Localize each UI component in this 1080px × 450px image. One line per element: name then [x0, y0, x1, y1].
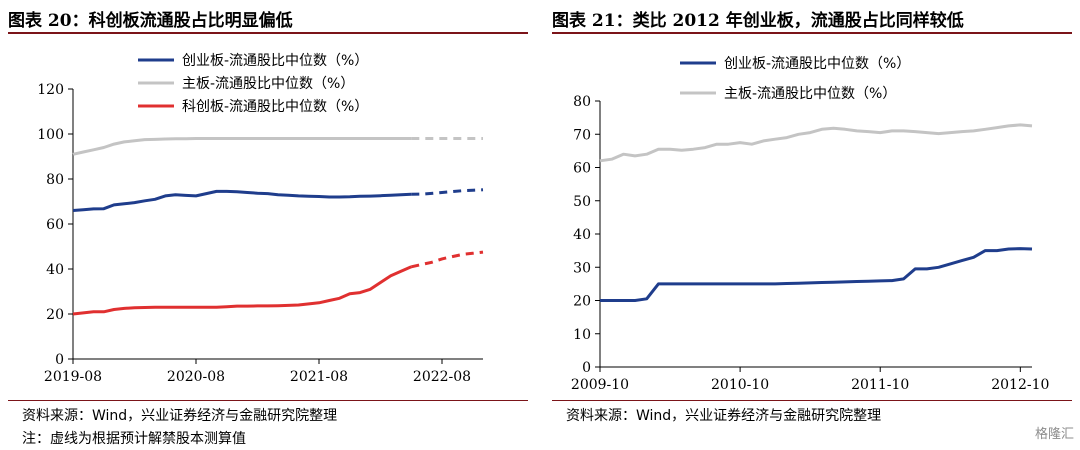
left-source-note: 资料来源：Wind，兴业证券经济与金融研究院整理 [22, 408, 338, 424]
legend-label: 科创板-流通股比中位数（%） [182, 99, 368, 115]
right-line-chart: 0 10 20 30 40 50 60 70 80 2009-10 2010-10 2011-10 20… [571, 56, 1050, 393]
y-tick-label: 60 [573, 161, 591, 177]
y-tick-label: 100 [37, 127, 64, 143]
series-line [72, 189, 412, 212]
x-tick-label: 2022-08 [413, 369, 471, 385]
x-tick-label: 2010-10 [711, 377, 769, 393]
x-tick-label: 2011-10 [851, 377, 909, 393]
right-chart-title: 图表 21：类比 2012 年创业板，流通股占比同样较低 [552, 11, 964, 31]
y-tick-label: 60 [46, 217, 64, 233]
series-projection-line [410, 250, 484, 269]
left-title-rule [8, 32, 528, 34]
y-tick-label: 80 [573, 94, 591, 110]
y-tick-label: 40 [573, 227, 591, 243]
series-projection-line [411, 188, 484, 196]
legend-label: 主板-流通股比中位数（%） [724, 86, 896, 102]
series-line [72, 137, 412, 156]
y-tick-label: 20 [46, 307, 64, 323]
y-tick-label: 0 [582, 360, 591, 376]
watermark-logo: 格隆汇 [1034, 427, 1074, 442]
y-tick-label: 70 [573, 127, 591, 143]
x-tick-label: 2009-10 [571, 377, 629, 393]
y-tick-label: 30 [573, 260, 591, 276]
left-chart-title: 图表 20：科创板流通股占比明显偏低 [8, 11, 293, 31]
x-tick-label: 2020-08 [167, 369, 225, 385]
legend-label: 创业板-流通股比中位数（%） [182, 53, 368, 69]
x-tick-label: 2021-08 [290, 369, 348, 385]
x-tick-label: 2012-10 [991, 377, 1049, 393]
right-source-rule [552, 400, 1072, 401]
y-tick-label: 80 [46, 172, 64, 188]
y-tick-label: 0 [55, 352, 64, 368]
legend-label: 创业板-流通股比中位数（%） [724, 56, 910, 72]
y-tick-label: 50 [573, 194, 591, 210]
y-tick-label: 20 [573, 294, 591, 310]
y-tick-label: 120 [37, 82, 64, 98]
left-footnote: 注：虚线为根据预计解禁股本测算值 [22, 431, 246, 447]
series-line [72, 265, 412, 316]
y-tick-label: 40 [46, 262, 64, 278]
series-line [600, 247, 1033, 302]
right-source-note: 资料来源：Wind，兴业证券经济与金融研究院整理 [566, 408, 882, 424]
legend-label: 主板-流通股比中位数（%） [182, 76, 354, 92]
x-tick-label: 2019-08 [44, 369, 102, 385]
series-line [599, 123, 1033, 163]
left-source-rule [8, 400, 528, 401]
right-title-rule [552, 32, 1072, 34]
y-tick-label: 10 [573, 327, 591, 343]
left-line-chart: 0 20 40 60 80 100 120 2019-08 2020-08 2021-08 2022… [37, 53, 484, 385]
